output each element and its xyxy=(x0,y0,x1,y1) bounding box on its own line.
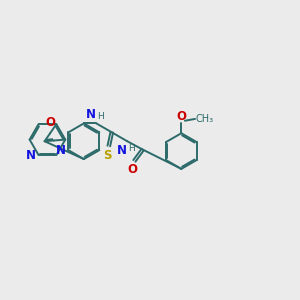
Text: H: H xyxy=(128,144,135,153)
Text: O: O xyxy=(45,116,55,129)
Text: S: S xyxy=(103,149,112,162)
Text: CH₃: CH₃ xyxy=(196,114,214,124)
Text: O: O xyxy=(128,163,138,176)
Text: H: H xyxy=(97,112,104,121)
Text: N: N xyxy=(26,148,36,161)
Text: N: N xyxy=(117,144,127,157)
Text: N: N xyxy=(56,144,65,157)
Text: O: O xyxy=(176,110,186,122)
Text: N: N xyxy=(86,108,96,121)
